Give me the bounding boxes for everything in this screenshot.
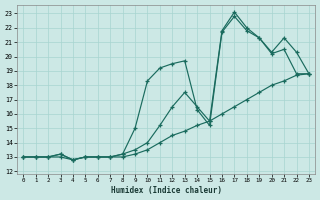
X-axis label: Humidex (Indice chaleur): Humidex (Indice chaleur) <box>111 186 221 195</box>
